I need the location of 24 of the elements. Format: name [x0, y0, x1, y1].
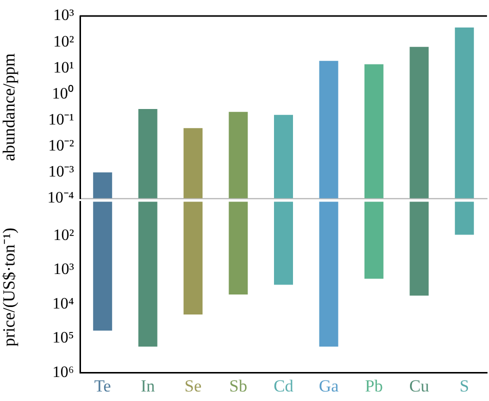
y-tick-label: 10⁻¹: [48, 111, 74, 128]
y-tick-label: 10⁻³: [48, 164, 74, 181]
y-tick-label: 10⁰: [52, 84, 74, 102]
x-tick-label: Pb: [364, 376, 383, 396]
x-tick-label: S: [460, 376, 470, 396]
y-tick-label: 10⁴: [52, 295, 74, 312]
y-tick-label: 10³: [53, 261, 74, 278]
x-tick-label: Cd: [274, 376, 294, 396]
y-axis-title: abundance/ppm: [0, 53, 19, 162]
x-tick-label: Se: [184, 376, 202, 396]
x-tick-label: Cu: [409, 376, 430, 396]
y-tick-label: 10⁻²: [48, 137, 74, 154]
y-tick-label: 10⁵: [52, 330, 74, 347]
x-tick-label: In: [140, 376, 156, 396]
x-tick-label: Ga: [318, 376, 340, 396]
y-tick-label: 10⁻⁴: [47, 190, 74, 207]
y-tick-label: 10²: [53, 227, 74, 244]
y-tick-label: 10³: [53, 7, 74, 24]
x-tick-label: Sb: [229, 376, 248, 396]
y-tick-label: 10²: [53, 33, 74, 50]
y-tick-label: 10⁶: [52, 364, 74, 381]
y-axis-title: price/(US$·ton⁻¹): [0, 228, 19, 346]
y-tick-label: 10¹: [53, 59, 74, 76]
x-tick-label: Te: [94, 376, 111, 396]
